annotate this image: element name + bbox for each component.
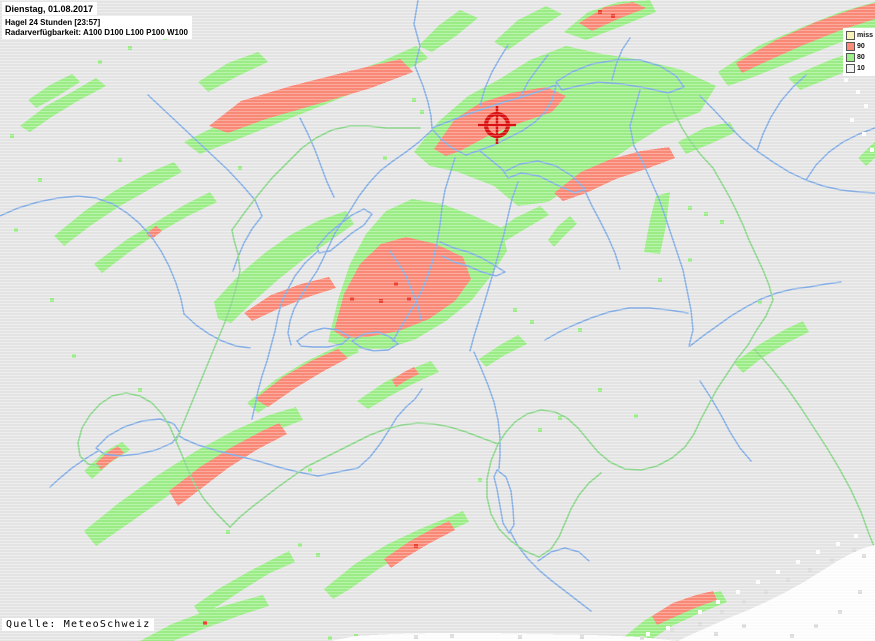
legend-label: 10 <box>857 65 865 72</box>
no-data-white-speckles <box>646 78 874 636</box>
legend-swatch <box>846 42 856 51</box>
legend-swatch <box>846 31 856 40</box>
border-lines <box>77 95 875 558</box>
legend-swatch <box>846 64 856 73</box>
legend: miss 90 80 10 <box>843 28 875 76</box>
no-data-white-areas <box>330 545 875 641</box>
crosshair-marker <box>478 106 516 144</box>
no-data-gray-speckles <box>414 548 866 640</box>
legend-item-80: 80 <box>846 52 873 63</box>
product-info-box: Hagel 24 Stunden [23:57] Radarverfügbark… <box>2 16 192 39</box>
product-title: Hagel 24 Stunden [23:57] <box>5 18 101 27</box>
radar-availability: Radarverfügbarkeit: A100 D100 L100 P100 … <box>5 28 188 37</box>
date-label: Dienstag, 01.08.2017 <box>2 2 98 15</box>
river-lines <box>0 0 875 612</box>
source-label: Quelle: MeteoSchweiz <box>2 618 155 631</box>
hail-scatter-red-dots <box>203 10 615 625</box>
legend-item-10: 10 <box>846 63 873 74</box>
legend-item-90: 90 <box>846 41 873 52</box>
legend-item-miss: miss <box>846 30 873 41</box>
hail-scatter-green-dots <box>10 36 860 640</box>
legend-label: miss <box>857 32 873 39</box>
hail-level-90-areas <box>96 2 875 625</box>
legend-label: 90 <box>857 43 865 50</box>
legend-label: 80 <box>857 54 865 61</box>
legend-swatch <box>846 53 856 62</box>
